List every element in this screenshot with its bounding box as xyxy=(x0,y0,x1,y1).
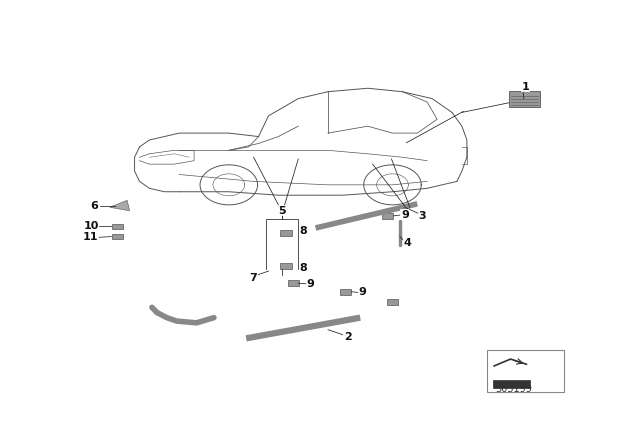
Text: 9: 9 xyxy=(307,279,315,289)
Text: 7: 7 xyxy=(250,273,257,283)
Text: 1: 1 xyxy=(522,82,529,91)
Bar xyxy=(288,280,299,286)
Text: 6: 6 xyxy=(90,201,98,211)
Text: 9: 9 xyxy=(359,288,367,297)
Text: 8: 8 xyxy=(300,263,307,273)
Bar xyxy=(340,289,351,294)
Text: 503199: 503199 xyxy=(495,383,532,393)
Bar xyxy=(493,380,530,388)
Text: 10: 10 xyxy=(83,221,99,231)
Text: 4: 4 xyxy=(403,238,412,249)
Text: 8: 8 xyxy=(300,226,307,237)
Bar xyxy=(509,90,540,107)
Text: 2: 2 xyxy=(344,332,352,342)
Bar xyxy=(382,213,393,219)
Bar xyxy=(387,299,398,305)
Bar xyxy=(112,224,123,228)
Bar xyxy=(280,230,292,236)
Polygon shape xyxy=(110,200,129,211)
Text: 9: 9 xyxy=(401,210,409,220)
Bar xyxy=(486,350,564,392)
Text: 5: 5 xyxy=(278,206,286,216)
Bar xyxy=(112,234,123,239)
Bar xyxy=(280,263,292,269)
Text: 11: 11 xyxy=(83,232,99,242)
Text: 3: 3 xyxy=(419,211,426,221)
